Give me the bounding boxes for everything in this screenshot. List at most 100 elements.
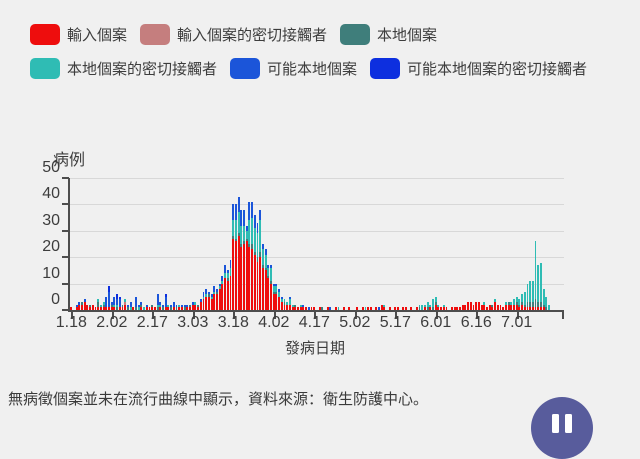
bar: [251, 201, 254, 310]
bar-segment: [240, 246, 243, 310]
bar-segment: [383, 304, 386, 308]
bar-segment: [207, 291, 210, 295]
bar: [534, 241, 537, 310]
bar: [118, 296, 121, 310]
bar: [388, 307, 391, 310]
bar: [221, 275, 224, 310]
bar: [124, 299, 127, 310]
bar: [116, 294, 119, 310]
bar-segment: [542, 288, 545, 305]
bar-segment: [213, 291, 216, 295]
gridline: [70, 283, 564, 285]
bar-segment: [170, 307, 173, 310]
bar-segment: [248, 220, 251, 245]
y-tick-label: 30: [42, 211, 60, 229]
bar-segment: [423, 304, 426, 308]
bar-segment: [394, 307, 397, 310]
bar: [531, 281, 534, 310]
bar-segment: [81, 302, 83, 305]
bar-segment: [434, 304, 437, 310]
bar: [75, 304, 78, 310]
pause-button[interactable]: [531, 397, 593, 459]
bar-segment: [502, 307, 505, 310]
bar: [113, 296, 116, 310]
bar-segment: [191, 304, 194, 310]
x-axis-tick: [476, 312, 479, 319]
bar-segment: [542, 307, 545, 310]
bar-segment: [442, 304, 445, 308]
bar: [83, 299, 86, 310]
bar-segment: [280, 302, 283, 310]
bar-segment: [259, 209, 262, 221]
bar-segment: [116, 307, 119, 310]
legend-item[interactable]: 本地個案的密切接觸者: [30, 58, 217, 79]
legend-swatch: [370, 58, 401, 79]
legend-item[interactable]: 本地個案: [340, 24, 437, 45]
bar: [178, 304, 181, 310]
bar-segment: [205, 294, 208, 297]
y-axis-title: 病例: [53, 152, 86, 169]
bar: [283, 299, 286, 310]
y-axis-tick: [62, 282, 69, 285]
bar-segment: [429, 304, 432, 308]
bar-segment: [534, 307, 537, 310]
bar-segment: [267, 265, 270, 268]
bar: [264, 249, 267, 310]
bar-segment: [291, 307, 294, 310]
bar: [459, 307, 461, 310]
bar: [135, 296, 137, 310]
bar: [294, 304, 297, 310]
bar-segment: [251, 201, 254, 218]
bar-segment: [234, 238, 237, 242]
bar: [145, 304, 148, 310]
bar-segment: [234, 220, 237, 239]
bar: [321, 307, 324, 310]
bar: [94, 307, 97, 310]
bar-segment: [180, 307, 183, 310]
bar: [270, 265, 272, 310]
bar-segment: [248, 244, 251, 247]
bar-segment: [378, 307, 380, 310]
bar: [434, 296, 437, 310]
y-tick-label: 40: [42, 185, 60, 203]
legend-item[interactable]: 可能本地個案的密切接觸者: [370, 58, 587, 79]
bar-segment: [348, 307, 351, 310]
legend-item[interactable]: 輸入個案的密切接觸者: [140, 24, 327, 45]
bar-segment: [243, 244, 245, 310]
bar: [515, 296, 518, 310]
bar-segment: [110, 304, 113, 308]
bar-segment: [229, 275, 232, 310]
legend-item[interactable]: 輸入個案: [30, 24, 127, 45]
bar: [189, 304, 191, 310]
bar: [259, 209, 262, 310]
bar-segment: [302, 304, 305, 308]
bar-segment: [521, 304, 523, 310]
bar-segment: [380, 304, 383, 310]
bar-segment: [402, 307, 405, 310]
bar: [380, 304, 383, 310]
bar-segment: [496, 304, 499, 310]
bar-segment: [261, 265, 264, 268]
bar-segment: [248, 246, 251, 310]
bar-segment: [226, 273, 229, 279]
x-tick-label: 1.18: [55, 314, 87, 331]
bar: [218, 283, 221, 310]
bar: [240, 209, 243, 310]
bar-segment: [337, 307, 340, 310]
legend-item[interactable]: 可能本地個案: [230, 58, 357, 79]
bar: [369, 307, 372, 310]
bar-segment: [108, 307, 110, 310]
y-tick-label: 20: [42, 238, 60, 256]
x-tick-label: 4.17: [298, 314, 330, 331]
bar-segment: [116, 299, 119, 305]
bar: [461, 304, 464, 310]
bar: [167, 304, 170, 310]
bar-segment: [105, 296, 108, 308]
bar-segment: [167, 304, 170, 308]
bar: [288, 296, 291, 310]
bar-segment: [418, 307, 421, 310]
bar-segment: [548, 304, 550, 310]
bar-segment: [124, 302, 127, 305]
bar-segment: [164, 294, 167, 297]
bar-segment: [70, 307, 73, 310]
